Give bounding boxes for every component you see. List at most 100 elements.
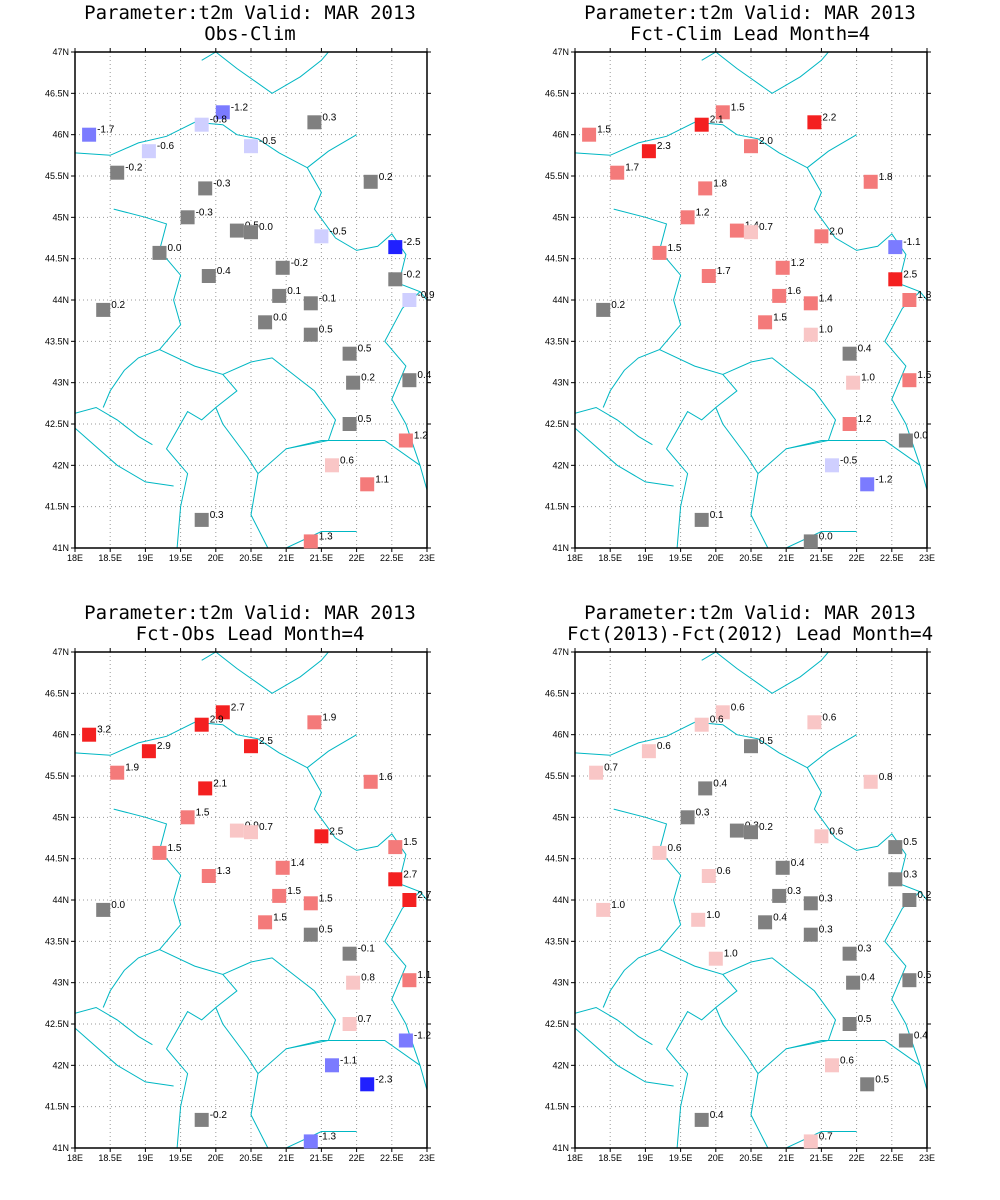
station-value-label: 0.4 [417, 370, 431, 381]
station-marker [708, 951, 723, 966]
station-marker [342, 346, 357, 361]
station-value-label: 1.0 [819, 325, 833, 336]
station-value-label: -2.3 [375, 1074, 393, 1085]
lat-tick-label: 43N [52, 378, 69, 388]
station-value-label: 1.5 [731, 102, 745, 113]
station-value-label: 1.0 [706, 910, 720, 921]
border-line [884, 891, 921, 1066]
station-marker [694, 117, 709, 132]
lon-tick-label: 23E [919, 1153, 935, 1163]
station-marker [596, 302, 611, 317]
station-marker [814, 829, 829, 844]
station-value-label: 0.6 [829, 826, 843, 837]
station-marker [610, 165, 625, 180]
station-marker [888, 872, 903, 887]
station-value-label: 1.1 [375, 474, 389, 485]
station-value-label: 0.6 [717, 866, 731, 877]
lat-tick-label: 46N [552, 730, 569, 740]
station-value-label: -0.2 [291, 258, 309, 269]
station-value-label: 0.4 [710, 1110, 724, 1121]
station-marker [701, 869, 716, 883]
station-marker [194, 717, 209, 732]
station-value-label: 1.7 [625, 163, 639, 174]
station-value-label: 1.5 [287, 886, 301, 897]
station-marker [744, 825, 758, 840]
station-value-label: 0.8 [361, 973, 375, 984]
border-line [602, 808, 682, 1008]
station-value-label: 0.0 [273, 312, 287, 323]
border-line [75, 721, 427, 901]
station-marker [691, 912, 706, 927]
station-value-label: 1.5 [196, 807, 210, 818]
station-marker [641, 744, 656, 759]
station-value-label: -0.5 [259, 136, 277, 147]
lat-tick-label: 45N [52, 212, 69, 222]
station-value-label: 0.6 [710, 715, 724, 726]
station-value-label: 1.5 [403, 837, 417, 848]
lat-tick-label: 42N [552, 460, 569, 470]
station-value-label: 2.5 [259, 736, 273, 747]
station-marker [825, 458, 839, 473]
lon-tick-label: 22E [349, 553, 365, 563]
station-marker [758, 915, 773, 930]
station-marker [388, 840, 403, 855]
lat-tick-label: 42N [52, 1060, 69, 1070]
lon-tick-label: 22E [849, 553, 865, 563]
station-value-label: -0.3 [213, 178, 231, 189]
station-marker [803, 296, 818, 311]
station-value-label: 0.2 [361, 373, 375, 384]
station-value-label: 1.9 [125, 763, 139, 774]
station-value-label: 2.3 [657, 141, 671, 152]
lat-tick-label: 46.5N [45, 88, 69, 98]
lon-tick-label: 18.5E [98, 1153, 122, 1163]
station-marker [694, 512, 709, 527]
station-marker [888, 240, 903, 255]
station-value-label: 0.5 [358, 414, 372, 425]
station-value-label: -1.2 [875, 474, 893, 485]
station-map: 18E 18.5E 19E 19.5E 20E 20.5E 21E 21.5E 22E 22.5E… [545, 647, 935, 1163]
lon-tick-label: 19E [137, 1153, 153, 1163]
lon-tick-label: 19E [637, 553, 653, 563]
border-line [750, 473, 787, 548]
station-value-label: 1.2 [791, 258, 805, 269]
station-marker [775, 860, 790, 875]
station-value-label: 0.1 [287, 286, 301, 297]
station-value-label: 0.5 [319, 325, 333, 336]
lat-tick-label: 46.5N [45, 688, 69, 698]
station-value-label: 0.5 [903, 837, 917, 848]
station-marker [360, 477, 375, 492]
station-value-label: 0.0 [111, 900, 125, 911]
lon-tick-label: 18.5E [598, 1153, 622, 1163]
station-value-label: 1.5 [319, 893, 333, 904]
station-value-label: 1.2 [414, 431, 428, 442]
station-value-label: -0.1 [319, 293, 337, 304]
station-marker [803, 896, 818, 911]
station-value-label: -1.2 [231, 102, 249, 113]
station-marker [842, 946, 857, 961]
country-borders [575, 52, 927, 548]
station-marker [902, 973, 917, 988]
lat-tick-label: 44N [52, 895, 69, 905]
station-value-label: 0.5 [917, 970, 931, 981]
lat-tick-label: 41N [52, 543, 69, 553]
station-marker [803, 1134, 818, 1149]
lat-tick-label: 41.5N [545, 502, 569, 512]
station-value-label: 0.4 [861, 973, 875, 984]
station-marker [842, 1017, 857, 1031]
lat-tick-label: 43N [52, 978, 69, 988]
station-value-label: -0.5 [329, 226, 347, 237]
station-marker [744, 225, 758, 240]
station-value-label: 1.8 [917, 290, 931, 301]
station-value-label: 0.3 [787, 886, 801, 897]
station-value-label: 0.3 [696, 807, 710, 818]
station-marker [902, 893, 917, 907]
station-marker [772, 888, 787, 903]
station-value-label: 1.5 [273, 912, 287, 923]
station-marker [589, 765, 604, 780]
station-marker [141, 744, 156, 759]
lon-tick-label: 20E [208, 553, 224, 563]
station-marker [303, 534, 318, 549]
border-line [250, 473, 287, 548]
lat-tick-label: 42.5N [45, 419, 69, 429]
lon-tick-label: 23E [919, 553, 935, 563]
